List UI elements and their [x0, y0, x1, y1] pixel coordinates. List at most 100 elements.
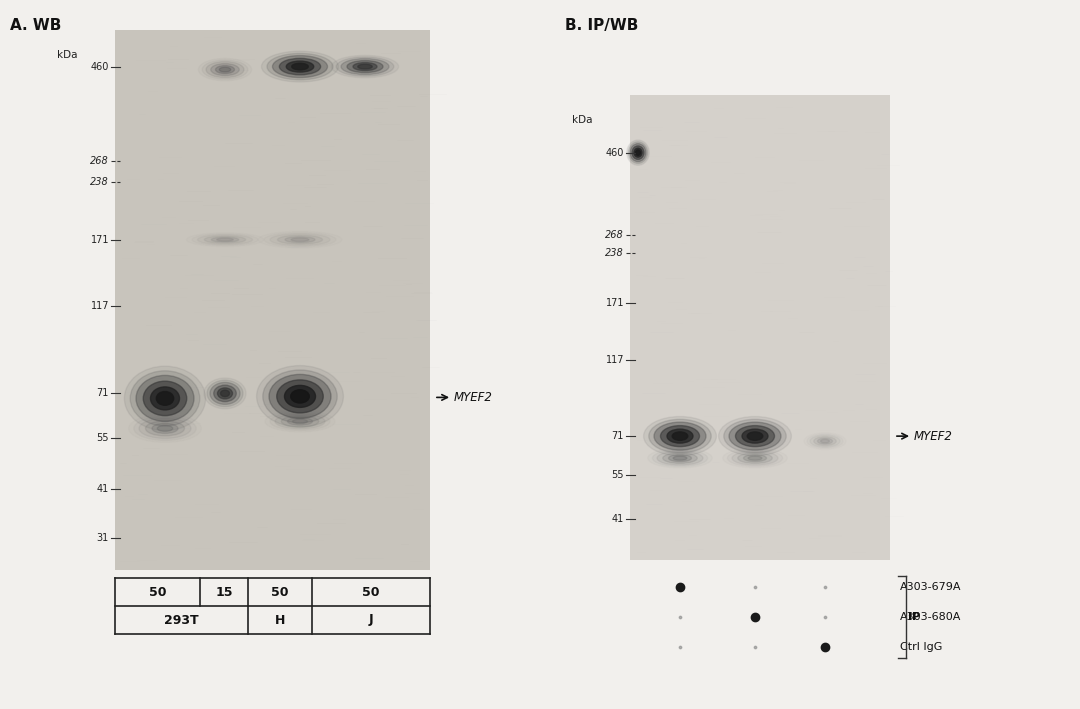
- Text: 71: 71: [96, 389, 109, 398]
- Ellipse shape: [220, 390, 229, 397]
- Ellipse shape: [718, 416, 792, 456]
- Ellipse shape: [747, 432, 762, 440]
- Text: 268: 268: [605, 230, 624, 240]
- Ellipse shape: [152, 423, 178, 433]
- Text: IP: IP: [908, 612, 920, 622]
- Ellipse shape: [157, 391, 174, 406]
- Text: kDa: kDa: [57, 50, 78, 60]
- Ellipse shape: [216, 66, 234, 74]
- Ellipse shape: [663, 453, 698, 464]
- Ellipse shape: [217, 238, 233, 241]
- Ellipse shape: [204, 236, 245, 243]
- Text: A303-680A: A303-680A: [900, 612, 961, 622]
- Ellipse shape: [124, 366, 205, 430]
- Ellipse shape: [654, 422, 706, 450]
- Ellipse shape: [738, 453, 772, 464]
- Text: 41: 41: [611, 515, 624, 525]
- Ellipse shape: [267, 53, 333, 80]
- Ellipse shape: [724, 419, 786, 453]
- Ellipse shape: [278, 235, 323, 244]
- Ellipse shape: [357, 65, 373, 69]
- Ellipse shape: [626, 140, 649, 165]
- Ellipse shape: [810, 435, 840, 447]
- Ellipse shape: [206, 62, 244, 77]
- Ellipse shape: [732, 451, 778, 465]
- Ellipse shape: [341, 59, 389, 74]
- Text: 238: 238: [605, 247, 624, 257]
- Text: 41: 41: [97, 484, 109, 494]
- Bar: [114, 30, 430, 570]
- Text: MYEF2: MYEF2: [454, 391, 492, 404]
- Text: Ctrl IgG: Ctrl IgG: [900, 642, 943, 652]
- Ellipse shape: [146, 421, 185, 436]
- Ellipse shape: [280, 58, 321, 75]
- Ellipse shape: [743, 454, 767, 462]
- Ellipse shape: [261, 51, 338, 82]
- Text: 460: 460: [606, 147, 624, 157]
- Text: 50: 50: [362, 586, 380, 598]
- Ellipse shape: [644, 416, 716, 456]
- Ellipse shape: [204, 378, 246, 409]
- Ellipse shape: [632, 146, 644, 160]
- Ellipse shape: [332, 55, 399, 78]
- Text: 117: 117: [91, 301, 109, 311]
- Bar: [630, 95, 890, 560]
- Ellipse shape: [353, 62, 377, 71]
- Text: 50: 50: [149, 586, 166, 598]
- Ellipse shape: [291, 390, 309, 403]
- Ellipse shape: [207, 380, 243, 406]
- Ellipse shape: [285, 237, 315, 242]
- Text: 171: 171: [91, 235, 109, 245]
- Ellipse shape: [649, 419, 712, 453]
- Ellipse shape: [150, 387, 179, 410]
- Text: 268: 268: [91, 156, 109, 166]
- Text: kDa: kDa: [572, 115, 593, 125]
- Ellipse shape: [276, 380, 323, 413]
- Ellipse shape: [292, 63, 308, 70]
- Ellipse shape: [202, 60, 247, 79]
- Ellipse shape: [212, 237, 239, 242]
- Ellipse shape: [347, 60, 383, 72]
- Ellipse shape: [211, 64, 240, 76]
- Ellipse shape: [293, 419, 308, 424]
- Text: 55: 55: [611, 470, 624, 480]
- Ellipse shape: [742, 429, 768, 443]
- Ellipse shape: [136, 375, 194, 421]
- Text: J: J: [368, 613, 374, 627]
- Ellipse shape: [286, 61, 314, 72]
- Ellipse shape: [821, 440, 829, 443]
- Text: 293T: 293T: [164, 613, 199, 627]
- Ellipse shape: [144, 381, 187, 415]
- Text: B. IP/WB: B. IP/WB: [565, 18, 638, 33]
- Ellipse shape: [269, 374, 330, 418]
- Text: A. WB: A. WB: [10, 18, 62, 33]
- Ellipse shape: [262, 370, 337, 423]
- Text: H: H: [274, 613, 285, 627]
- Ellipse shape: [735, 425, 774, 447]
- Ellipse shape: [287, 418, 312, 425]
- Ellipse shape: [729, 422, 781, 450]
- Text: 50: 50: [271, 586, 288, 598]
- Ellipse shape: [139, 418, 191, 438]
- Ellipse shape: [257, 366, 343, 428]
- Ellipse shape: [284, 386, 315, 408]
- Text: 71: 71: [611, 431, 624, 441]
- Text: 238: 238: [91, 177, 109, 187]
- Text: 31: 31: [97, 533, 109, 543]
- Ellipse shape: [336, 57, 394, 76]
- Ellipse shape: [672, 432, 688, 440]
- Text: MYEF2: MYEF2: [914, 430, 953, 442]
- Ellipse shape: [275, 414, 325, 429]
- Ellipse shape: [214, 385, 237, 401]
- Ellipse shape: [661, 425, 700, 447]
- Text: 117: 117: [606, 355, 624, 365]
- Text: A303-679A: A303-679A: [900, 582, 961, 592]
- Ellipse shape: [131, 371, 200, 426]
- Ellipse shape: [272, 55, 327, 77]
- Ellipse shape: [813, 437, 836, 446]
- Ellipse shape: [748, 456, 761, 460]
- Ellipse shape: [657, 451, 703, 465]
- Ellipse shape: [667, 429, 693, 443]
- Ellipse shape: [281, 415, 319, 427]
- Text: 171: 171: [606, 298, 624, 308]
